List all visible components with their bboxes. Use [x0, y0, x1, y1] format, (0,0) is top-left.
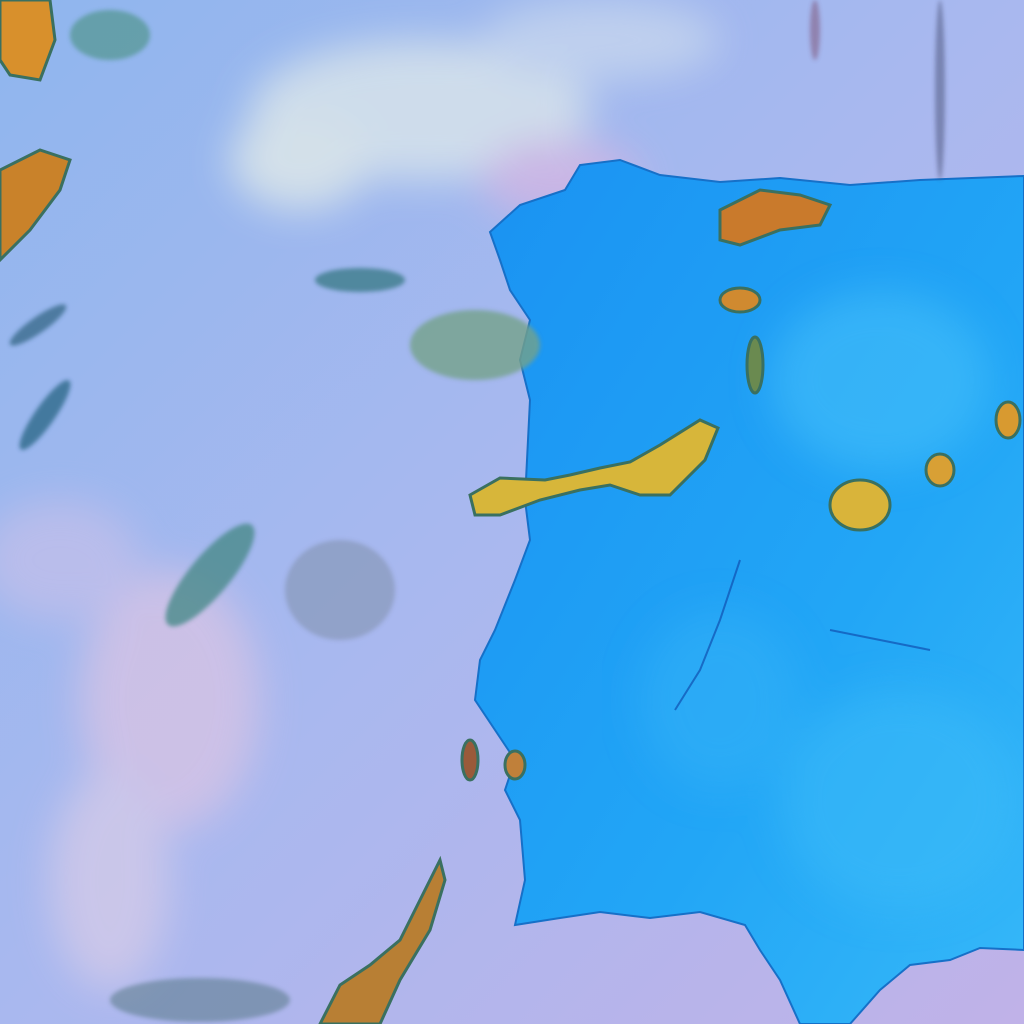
low-clouds	[0, 0, 720, 990]
land-texture	[640, 290, 1020, 910]
rivers	[674, 559, 931, 711]
cloud-fields	[9, 0, 945, 1022]
